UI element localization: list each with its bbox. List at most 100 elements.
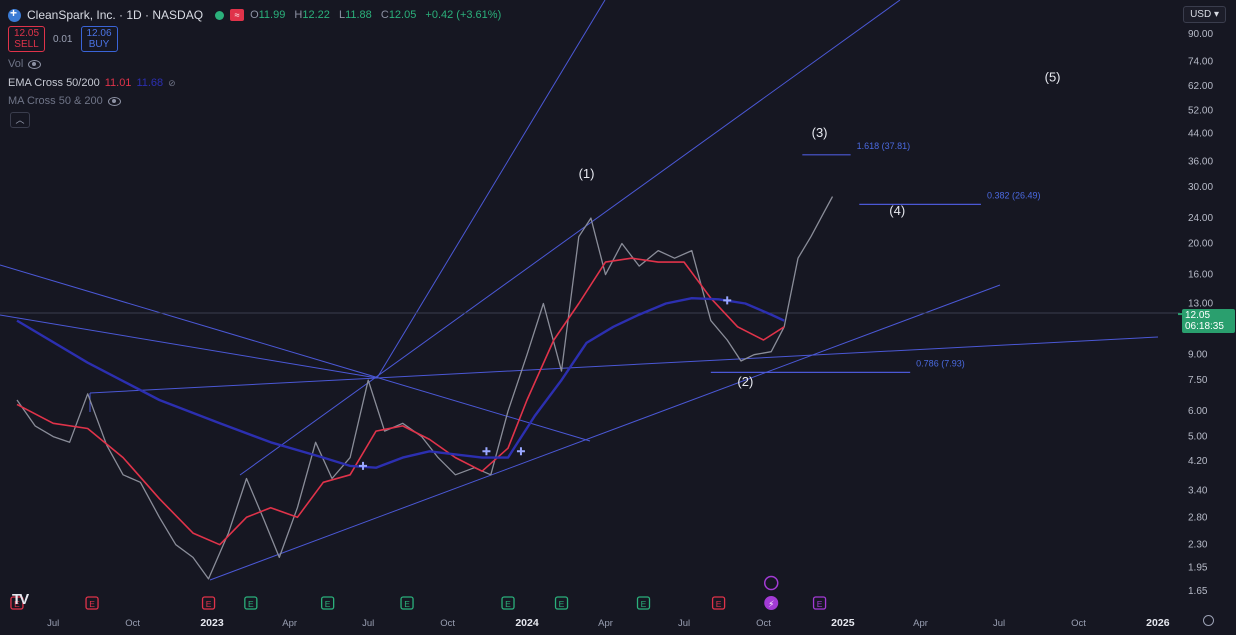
y-tick-label: 52.00 bbox=[1188, 105, 1213, 116]
trendline bbox=[0, 264, 591, 442]
x-tick-label: Jul bbox=[47, 618, 59, 629]
fib-level-label: 0.382 (26.49) bbox=[987, 190, 1041, 200]
earnings-marker-label: E bbox=[641, 599, 647, 609]
indicator-ma[interactable]: MA Cross 50 & 200 bbox=[8, 95, 121, 107]
trade-buttons: 12.05 SELL 0.01 12.06 BUY bbox=[8, 26, 118, 52]
x-axis: Jul Oct 2023 Apr Jul Oct 2024 Apr Jul Oct 2025 Apr J… bbox=[47, 617, 1170, 629]
tradingview-logo[interactable]: TV bbox=[12, 591, 29, 608]
ema-fast-value: 11.01 bbox=[104, 77, 132, 89]
earnings-markers: E E E E E E E E E E ⚡ E bbox=[10, 575, 827, 610]
symbol-header: CleanSpark, Inc. · 1D · NASDAQ ≈ O11.99 … bbox=[8, 6, 507, 22]
cross-marker bbox=[516, 447, 525, 456]
y-tick-label: 20.00 bbox=[1188, 238, 1213, 249]
cross-marker bbox=[482, 447, 491, 456]
x-tick-label: 2023 bbox=[200, 617, 224, 629]
symbol-title[interactable]: CleanSpark, Inc. · 1D · NASDAQ bbox=[27, 8, 204, 22]
y-tick-label: 9.00 bbox=[1188, 350, 1208, 361]
earnings-marker-label: E bbox=[716, 599, 722, 609]
x-tick-label: Jul bbox=[993, 618, 1005, 629]
series-ema-50 bbox=[16, 257, 785, 546]
x-tick-label: Oct bbox=[756, 618, 771, 629]
x-tick-label: Apr bbox=[598, 618, 613, 629]
indicator-ema[interactable]: EMA Cross 50/200 11.01 11.68 ⊘ bbox=[8, 77, 176, 89]
earnings-marker-label: E bbox=[89, 599, 95, 609]
x-tick-label: 2024 bbox=[515, 617, 539, 629]
x-tick-label: Oct bbox=[1071, 618, 1086, 629]
wave-label: (5) bbox=[1045, 69, 1061, 84]
flag-icon[interactable]: ≈ bbox=[230, 9, 245, 21]
y-tick-label: 13.00 bbox=[1188, 298, 1213, 309]
y-tick-label: 36.00 bbox=[1188, 157, 1213, 168]
bolt-icon: ⚡ bbox=[768, 600, 774, 610]
trendline bbox=[239, 0, 901, 476]
y-tick-label: 3.40 bbox=[1188, 485, 1208, 496]
x-tick-label: 2025 bbox=[831, 617, 855, 629]
ema-label: EMA Cross 50/200 bbox=[8, 77, 100, 89]
y-tick-label: 6.00 bbox=[1188, 406, 1208, 417]
settings-icon[interactable] bbox=[1203, 615, 1214, 626]
event-marker-circle bbox=[763, 575, 779, 591]
indicator-vol[interactable]: Vol bbox=[8, 58, 42, 70]
hidden-icon[interactable]: ⊘ bbox=[168, 77, 176, 88]
fib-levels: 1.618 (37.81) 0.382 (26.49) 0.786 (7.93) bbox=[710, 141, 1041, 373]
collapse-button[interactable]: ︿ bbox=[10, 112, 30, 128]
y-tick-label: 62.00 bbox=[1188, 81, 1213, 92]
y-tick-label: 30.00 bbox=[1188, 182, 1213, 193]
earnings-marker bbox=[636, 596, 651, 610]
wave-label: (4) bbox=[889, 203, 905, 218]
y-tick-label: 90.00 bbox=[1188, 29, 1213, 40]
earnings-marker bbox=[711, 596, 726, 610]
x-tick-label: Apr bbox=[913, 618, 928, 629]
wave-label: (1) bbox=[579, 166, 595, 181]
x-tick-label: Jul bbox=[678, 618, 690, 629]
x-tick-label: Oct bbox=[125, 618, 140, 629]
price-tag-countdown: 06:18:35 bbox=[1185, 321, 1224, 332]
chevron-up-icon: ︿ bbox=[15, 115, 25, 125]
currency-select[interactable]: USD ▾ bbox=[1183, 6, 1226, 23]
y-tick-label: 74.00 bbox=[1188, 56, 1213, 67]
fib-level-label: 1.618 (37.81) bbox=[857, 141, 911, 151]
y-tick-label: 1.95 bbox=[1188, 563, 1208, 574]
y-tick-label: 4.20 bbox=[1188, 456, 1208, 467]
event-marker-bolt bbox=[764, 596, 779, 610]
current-price-tag: 12.05 06:18:35 bbox=[1182, 309, 1235, 333]
earnings-marker-label: E bbox=[817, 599, 823, 609]
series-price bbox=[16, 196, 834, 580]
sell-button[interactable]: 12.05 SELL bbox=[8, 26, 46, 52]
chevron-down-icon: ▾ bbox=[1213, 9, 1219, 20]
eye-icon[interactable] bbox=[28, 59, 42, 69]
ohlc-readout: O11.99 H12.22 L11.88 C12.05 +0.42 (+3.61… bbox=[250, 9, 502, 21]
earnings-marker-label: E bbox=[559, 599, 565, 609]
cross-marker bbox=[359, 461, 368, 470]
y-tick-label: 16.00 bbox=[1188, 270, 1213, 281]
y-axis: 90.00 74.00 62.00 52.00 44.00 36.00 30.00 24.00… bbox=[1188, 29, 1213, 597]
cross-marker bbox=[723, 296, 732, 305]
trendline bbox=[209, 284, 1001, 581]
fib-level-label: 0.786 (7.93) bbox=[916, 358, 965, 368]
spread-value: 0.01 bbox=[53, 33, 73, 45]
x-tick-label: Apr bbox=[282, 618, 297, 629]
trendline bbox=[89, 336, 1159, 394]
cleanspark-logo-icon bbox=[8, 6, 21, 22]
earnings-marker bbox=[501, 596, 515, 610]
series-layer bbox=[16, 196, 834, 580]
cross-markers bbox=[359, 296, 732, 470]
wave-label: (3) bbox=[812, 125, 828, 140]
earnings-marker-label: E bbox=[248, 599, 254, 609]
earnings-marker bbox=[320, 596, 335, 610]
eye-icon[interactable] bbox=[107, 96, 121, 106]
earnings-marker-label: E bbox=[404, 599, 410, 609]
market-open-dot-icon bbox=[215, 10, 225, 20]
earnings-marker-label: E bbox=[206, 599, 212, 609]
series-ema-200 bbox=[16, 297, 785, 469]
earnings-marker bbox=[400, 596, 414, 610]
buy-button[interactable]: 12.06 BUY bbox=[80, 26, 118, 52]
earnings-marker bbox=[554, 596, 569, 610]
change-readout: +0.42 (+3.61%) bbox=[425, 9, 502, 21]
vol-label: Vol bbox=[8, 58, 24, 70]
x-tick-label: Oct bbox=[440, 618, 455, 629]
wave-annotations: (1) (2) (3) (4) (5) bbox=[579, 69, 1182, 389]
price-tag-value: 12.05 bbox=[1185, 310, 1211, 321]
